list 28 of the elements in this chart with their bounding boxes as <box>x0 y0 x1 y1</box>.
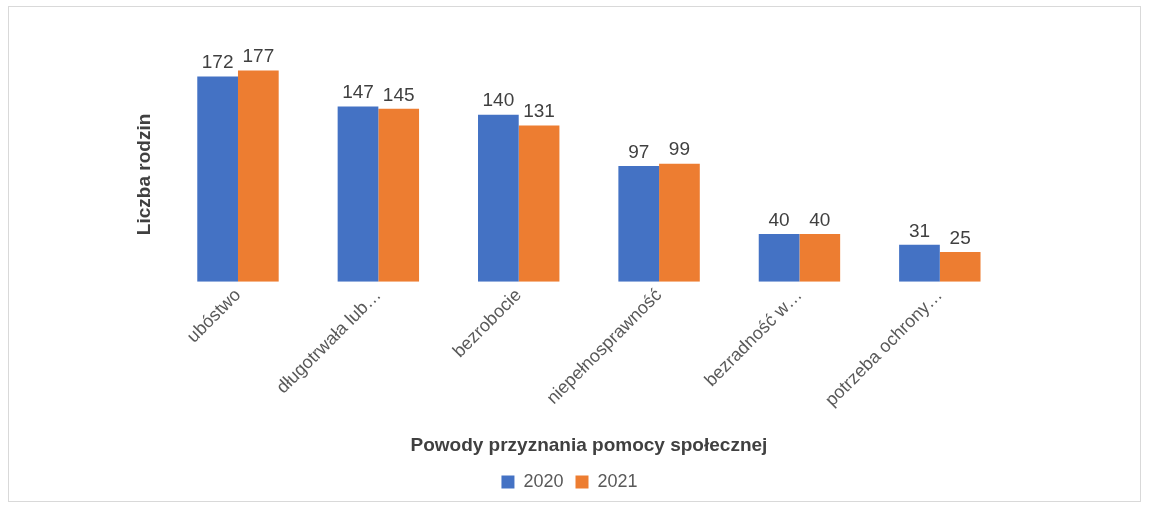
data-label: 131 <box>523 100 555 122</box>
bar <box>758 234 800 282</box>
data-label: 99 <box>668 138 691 160</box>
data-label: 172 <box>201 51 234 73</box>
bar <box>659 163 700 282</box>
data-label: 25 <box>949 226 971 248</box>
data-label: 31 <box>908 219 931 241</box>
data-label: 147 <box>342 81 374 103</box>
x-axis-title: Powody przyznania pomocy społecznej <box>410 433 768 455</box>
legend-label: 2020 <box>523 470 564 491</box>
data-label: 97 <box>628 140 650 162</box>
bar <box>899 244 940 282</box>
bar <box>237 70 279 282</box>
data-label: 140 <box>482 89 515 111</box>
data-label: 145 <box>382 83 415 105</box>
bar <box>378 108 420 282</box>
bar <box>197 76 238 282</box>
bar <box>799 234 841 282</box>
bar <box>337 106 379 282</box>
bar <box>939 252 981 282</box>
data-label: 177 <box>242 45 275 67</box>
bar <box>478 114 519 282</box>
legend-label: 2021 <box>597 470 638 491</box>
bar <box>518 125 560 282</box>
y-axis-title: Liczba rodzin <box>132 113 154 236</box>
data-label: 40 <box>809 208 831 230</box>
data-label: 40 <box>768 208 790 230</box>
bar <box>618 166 660 282</box>
